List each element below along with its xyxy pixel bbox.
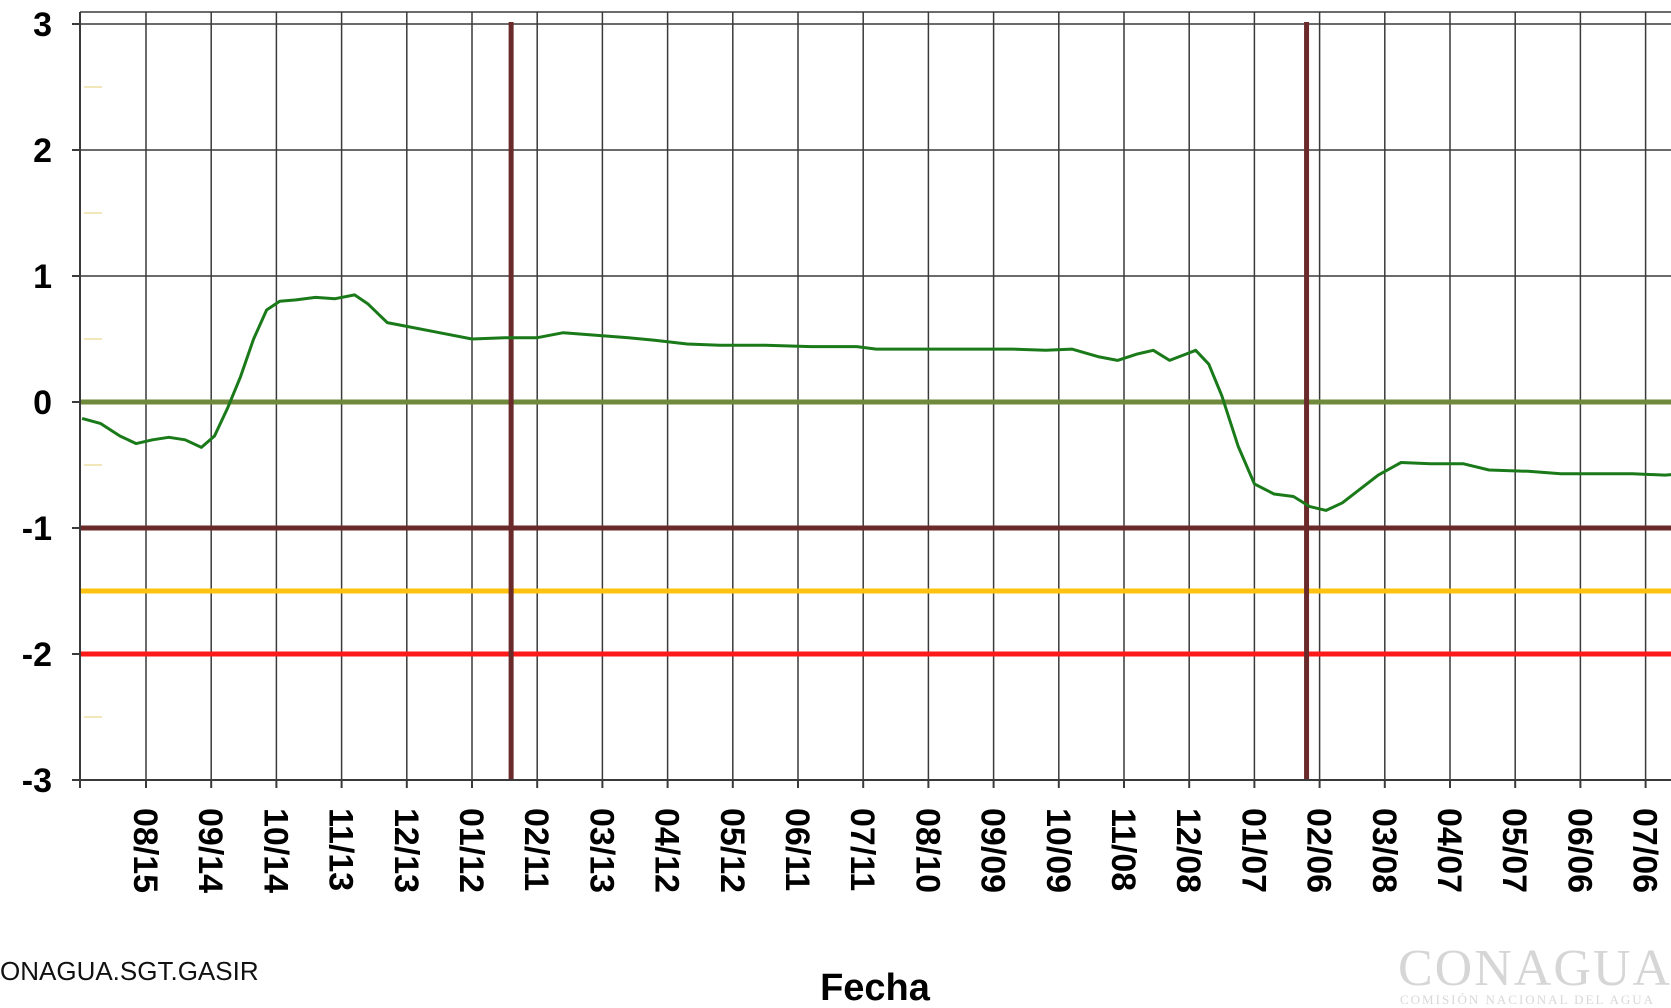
x-tick-labels: 08/15 09/14 10/14 11/13 12/13 01/12 02/11 03/13… — [126, 808, 1664, 893]
x-tick-label: 02/11 — [517, 808, 555, 891]
x-tick-label: 11/08 — [1104, 808, 1142, 891]
svg-text:CONAGUA: CONAGUA — [1398, 940, 1671, 997]
x-tick-label: 03/13 — [582, 808, 620, 893]
svg-text:COMISIÓN NACIONAL DEL AGUA: COMISIÓN NACIONAL DEL AGUA — [1400, 992, 1655, 1007]
x-tick-label: 05/07 — [1495, 808, 1533, 893]
credit-text: ONAGUA.SGT.GASIR — [0, 956, 259, 986]
x-tick-label: 06/11 — [778, 808, 816, 891]
x-tick-label: 05/12 — [713, 808, 751, 893]
x-tick-label: 06/06 — [1560, 808, 1598, 893]
x-tick-label: 08/10 — [908, 808, 946, 893]
y-tick-label: 1 — [33, 258, 52, 296]
series-group — [81, 293, 1671, 512]
x-tick-label: 03/08 — [1365, 808, 1403, 893]
x-tick-label: 02/06 — [1300, 808, 1338, 893]
y-tick-label: -1 — [22, 510, 52, 548]
x-tick-label: 07/06 — [1626, 808, 1664, 893]
x-tick-label: 01/12 — [452, 808, 490, 893]
x-tick-label: 12/13 — [387, 808, 425, 893]
x-tick-label: 08/15 — [126, 808, 164, 893]
x-tick-label: 09/09 — [974, 808, 1012, 893]
x-tick-label: 10/14 — [256, 808, 294, 893]
x-tick-label: 01/07 — [1234, 808, 1272, 893]
vertical-markers — [508, 22, 1310, 780]
conagua-watermark: CONAGUA COMISIÓN NACIONAL DEL AGUA — [1398, 940, 1671, 1007]
y-tick-labels: 3 2 1 0 -1 -2 -3 — [22, 6, 52, 800]
x-tick-label: 07/11 — [843, 808, 881, 891]
x-tick-label: 11/13 — [322, 808, 360, 891]
y-tick-label: 2 — [33, 132, 52, 170]
reference-lines — [80, 399, 1671, 657]
x-tick-label: 04/12 — [648, 808, 686, 893]
axes — [72, 12, 1671, 788]
y-tick-label: 3 — [33, 6, 52, 44]
x-tick-label: 09/14 — [191, 808, 229, 893]
y-tick-label: -2 — [22, 636, 52, 674]
series-line — [81, 293, 1671, 512]
y-tick-label: 0 — [33, 384, 52, 422]
y-tick-label: -3 — [22, 762, 52, 800]
x-tick-label: 04/07 — [1430, 808, 1468, 893]
x-tick-label: 10/09 — [1039, 808, 1077, 893]
x-tick-label: 12/08 — [1169, 808, 1207, 893]
x-axis-title: Fecha — [820, 967, 931, 1008]
